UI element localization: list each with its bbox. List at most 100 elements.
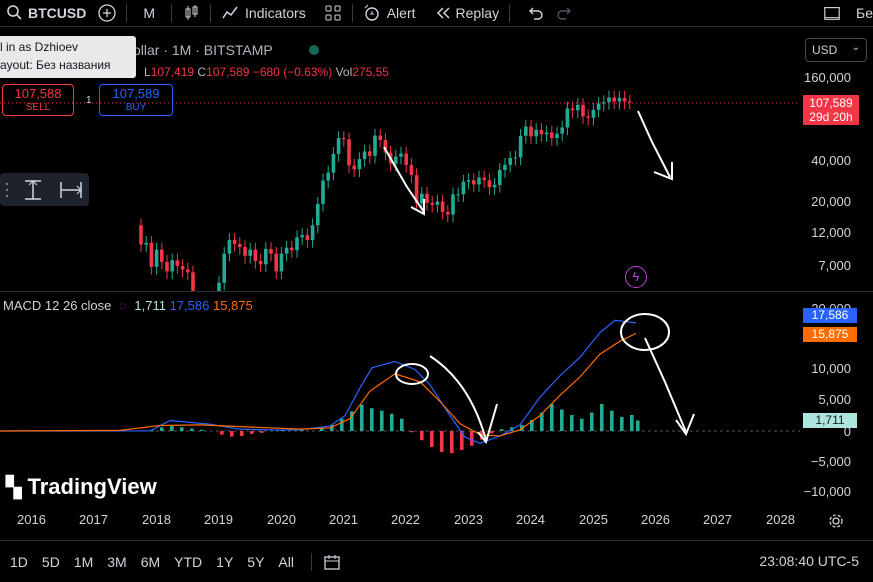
year-label: 2018	[142, 512, 171, 527]
timeframe-6m[interactable]: 6M	[140, 553, 161, 570]
candle	[456, 194, 460, 196]
macd-histogram-bar	[330, 424, 334, 431]
price-axis-label: 40,000	[811, 153, 851, 168]
candle	[253, 249, 258, 262]
macd-histogram-bar	[560, 409, 564, 431]
candle	[612, 97, 616, 102]
candle	[602, 102, 606, 104]
macd-histogram-bar	[320, 428, 324, 431]
candle	[186, 269, 190, 273]
timeframe-1y[interactable]: 1Y	[216, 553, 234, 570]
candle	[144, 242, 148, 245]
calendar-range-icon[interactable]	[322, 552, 342, 572]
settings-gear-icon[interactable]	[828, 513, 844, 529]
grid-icon	[325, 5, 341, 21]
candle	[180, 266, 185, 270]
annotation-arrow-4	[644, 337, 687, 433]
candle	[326, 172, 330, 181]
candle	[430, 202, 434, 205]
replay-button[interactable]: Replay	[428, 0, 506, 26]
candle	[435, 201, 440, 205]
candle	[321, 180, 325, 204]
timeframe-1m[interactable]: 1M	[73, 553, 94, 570]
candle	[466, 180, 471, 182]
symbol-search[interactable]: BTCUSD	[0, 0, 92, 26]
price-axis-label: 12,000	[811, 225, 851, 240]
redo-button[interactable]	[550, 0, 580, 26]
timeframe-5d[interactable]: 5D	[41, 553, 60, 570]
tooltip-line-2: ayout: Без названия	[0, 58, 111, 72]
price-axis-label: 7,000	[818, 258, 851, 273]
candle	[160, 249, 164, 262]
candle	[607, 97, 611, 103]
macd-histogram-bar	[630, 415, 634, 431]
candle	[373, 135, 377, 156]
price-chart[interactable]	[0, 27, 800, 291]
annotation-circle-2	[620, 313, 670, 351]
candle	[362, 151, 367, 160]
account-tooltip: l in as Dzhioev ayout: Без названия	[0, 36, 136, 78]
chart-type-button[interactable]	[176, 0, 206, 26]
candle	[357, 159, 362, 170]
layout-button[interactable]	[817, 0, 847, 26]
interval-button[interactable]: M	[143, 5, 156, 21]
redo-icon	[557, 7, 572, 20]
lightning-icon[interactable]: ϟ	[625, 266, 647, 288]
drag-handle-icon[interactable]	[4, 181, 10, 199]
macd-histogram-bar	[580, 418, 584, 431]
candle	[368, 151, 372, 156]
timeframe-1d[interactable]: 1D	[10, 553, 28, 570]
compare-button[interactable]	[92, 0, 122, 26]
date-range-icon[interactable]	[58, 178, 84, 202]
macd-histogram-bar	[490, 431, 494, 434]
price-range-icon[interactable]	[20, 178, 46, 202]
macd-histogram-bar	[390, 413, 394, 431]
candles-icon	[185, 5, 198, 20]
templates-button[interactable]	[318, 0, 348, 26]
year-label: 2020	[267, 512, 296, 527]
macd-histogram-bar	[180, 427, 184, 431]
buy-button[interactable]: 107,589 BUY	[99, 84, 173, 116]
price-axis-label: 20,000	[811, 194, 851, 209]
top-toolbar: BTCUSD M Indicators Alert Replay Бе	[0, 0, 873, 27]
alert-button[interactable]: Alert	[357, 0, 422, 26]
macd-histogram-bar	[200, 429, 204, 431]
macd-histogram-bar	[430, 431, 434, 447]
currency-select[interactable]: USD ⌄	[805, 38, 867, 62]
candle	[565, 108, 570, 128]
undo-button[interactable]	[520, 0, 550, 26]
candle	[513, 157, 518, 159]
macd-histogram-bar	[170, 426, 174, 431]
candle	[498, 169, 502, 185]
timeframe-all[interactable]: All	[278, 553, 294, 570]
sell-button[interactable]: 107,588 SELL	[2, 84, 74, 116]
pane-divider[interactable]	[0, 291, 873, 292]
clock[interactable]: 23:08:40 UTC-5	[759, 553, 859, 569]
candle	[222, 253, 226, 283]
candle	[477, 177, 481, 185]
timeframe-3m[interactable]: 3M	[107, 553, 127, 570]
indicators-label: Indicators	[245, 5, 306, 21]
candle	[336, 138, 341, 154]
candle	[534, 129, 538, 137]
macd-histogram-bar	[620, 416, 624, 431]
indicators-button[interactable]: Indicators	[215, 0, 312, 26]
annotation-arrow-2	[637, 110, 671, 178]
year-label: 2024	[516, 512, 545, 527]
candle	[482, 177, 486, 181]
macd-chart[interactable]	[0, 292, 800, 504]
candle	[560, 127, 564, 134]
save-label[interactable]: Бе	[856, 5, 873, 21]
candle	[154, 249, 159, 267]
candle	[544, 132, 549, 135]
bar-countdown: 29d 20h	[809, 110, 853, 124]
candle	[409, 164, 414, 176]
tradingview-logo[interactable]: ▚ TradingView	[6, 474, 157, 500]
year-label: 2025	[579, 512, 608, 527]
candle	[227, 239, 232, 254]
timeframe-ytd[interactable]: YTD	[174, 553, 203, 570]
macd-name: MACD 12 26 close	[3, 298, 112, 313]
candle	[316, 203, 320, 226]
candle	[508, 157, 512, 165]
timeframe-5y[interactable]: 5Y	[247, 553, 265, 570]
